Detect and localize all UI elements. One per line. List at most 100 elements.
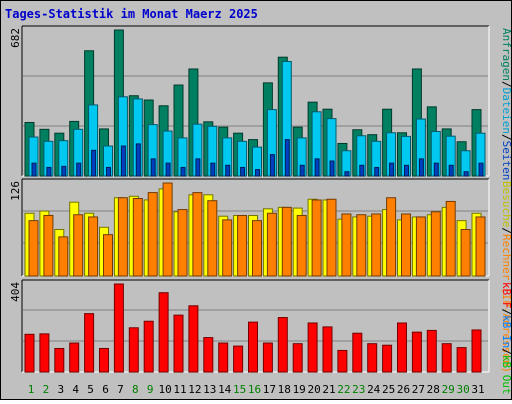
bar-pages-day-28 — [433, 162, 439, 177]
legend-mid: Besuche /Rechner (IP-Adressen) — [500, 181, 512, 373]
bar-sites-day-16 — [252, 220, 262, 277]
bar-kbf-day-16 — [248, 321, 258, 373]
bar-kbf-day-28 — [426, 329, 437, 373]
legend-top-part-4: Seiten — [500, 141, 512, 181]
legend-top: Anfragen/Dateien/Seiten — [500, 28, 512, 180]
bar-pages-day-18 — [284, 139, 290, 177]
bar-kbf-day-2 — [39, 333, 50, 373]
bar-sites-day-5 — [88, 216, 99, 277]
bar-sites-day-3 — [58, 236, 69, 277]
day-label-7: 7 — [117, 383, 124, 396]
bar-kbf-day-15 — [233, 345, 244, 373]
bar-pages-day-16 — [255, 169, 260, 177]
bar-sites-day-13 — [207, 200, 218, 277]
bar-pages-day-21 — [329, 160, 335, 177]
bar-kbf-day-13 — [203, 337, 214, 373]
bar-pages-day-6 — [106, 166, 111, 177]
day-label-2: 2 — [43, 383, 50, 396]
legend-top-part-1: / — [500, 81, 512, 88]
bar-pages-day-20 — [314, 158, 320, 177]
bar-sites-day-17 — [266, 212, 277, 277]
bar-pages-day-5 — [91, 149, 97, 177]
legend-top-part-3: / — [500, 134, 512, 141]
bar-pages-day-13 — [210, 162, 216, 177]
bar-sites-day-2 — [43, 214, 54, 277]
legend-bot-part-4: kB Out — [500, 355, 512, 395]
chart-title: Tages-Statistik im Monat Maerz 2025 — [5, 7, 258, 21]
bar-sites-day-14 — [222, 219, 233, 277]
day-label-3: 3 — [57, 383, 64, 396]
bar-kbf-day-21 — [322, 326, 333, 373]
bar-pages-day-8 — [135, 143, 141, 177]
bar-kbf-day-7 — [113, 283, 124, 373]
bar-kbf-day-14 — [218, 342, 229, 373]
day-label-6: 6 — [102, 383, 109, 396]
bar-sites-day-4 — [73, 214, 84, 277]
day-label-20: 20 — [307, 383, 320, 396]
bar-kbf-day-11 — [173, 314, 184, 373]
bar-sites-day-1 — [28, 220, 39, 277]
legend-bot: kB F/kB In/kB Out — [500, 282, 512, 395]
bar-kbf-day-5 — [84, 313, 95, 373]
day-label-26: 26 — [397, 383, 410, 396]
bar-kbf-day-10 — [158, 292, 169, 373]
legend-bot-part-1: / — [500, 309, 512, 316]
bar-kbf-day-19 — [292, 343, 303, 373]
day-label-22: 22 — [337, 383, 350, 396]
bar-sites-day-31 — [475, 216, 486, 277]
bar-kbf-day-23 — [352, 332, 363, 373]
bar-kbf-day-25 — [382, 344, 393, 373]
ymax-label-middle: 126 — [9, 181, 22, 201]
bar-sites-day-12 — [192, 192, 203, 277]
day-label-30: 30 — [456, 383, 469, 396]
bar-sites-day-25 — [386, 197, 397, 277]
day-label-12: 12 — [188, 383, 201, 396]
bar-pages-day-19 — [299, 164, 305, 177]
bar-sites-day-20 — [311, 199, 322, 277]
bar-pages-day-27 — [418, 158, 424, 177]
bar-kbf-day-22 — [337, 349, 348, 373]
bar-pages-day-12 — [195, 158, 201, 177]
bar-kbf-day-4 — [69, 342, 80, 373]
bar-pages-day-26 — [404, 164, 409, 177]
day-label-16: 16 — [248, 383, 261, 396]
bar-pages-day-22 — [344, 171, 350, 177]
bar-pages-day-25 — [389, 162, 395, 177]
bar-pages-day-24 — [374, 166, 380, 177]
legend-top-part-0: Anfragen — [500, 28, 512, 81]
bar-pages-day-29 — [448, 164, 454, 177]
bar-kbf-day-27 — [411, 331, 422, 373]
ymax-label-bottom: 404 — [9, 282, 22, 302]
day-label-13: 13 — [203, 383, 216, 396]
bar-sites-day-8 — [132, 198, 143, 277]
day-label-21: 21 — [322, 383, 335, 396]
day-label-15: 15 — [233, 383, 246, 396]
panel-top: 682 — [9, 25, 490, 177]
legend-mid-part-0: Besuche — [500, 181, 512, 227]
bar-kbf-day-30 — [456, 347, 467, 373]
bar-sites-day-29 — [445, 200, 456, 277]
day-label-29: 29 — [442, 383, 455, 396]
bar-sites-day-15 — [237, 214, 248, 277]
chart-panels: 682 126 404 — [9, 25, 490, 373]
day-label-4: 4 — [72, 383, 79, 396]
bar-kbf-day-17 — [262, 342, 273, 373]
bar-sites-day-18 — [281, 206, 292, 277]
day-label-8: 8 — [132, 383, 139, 396]
bar-kbf-day-3 — [54, 347, 65, 373]
day-label-9: 9 — [147, 383, 154, 396]
bar-kbf-day-18 — [277, 317, 288, 373]
day-label-10: 10 — [158, 383, 171, 396]
bar-pages-day-17 — [269, 154, 275, 177]
bar-pages-day-30 — [463, 171, 469, 177]
legend-mid-part-2: Rechner (IP-Adressen) — [500, 234, 512, 373]
bar-pages-day-1 — [31, 162, 37, 177]
bar-sites-day-22 — [341, 213, 352, 277]
legend-top-part-2: Dateien — [500, 88, 512, 134]
bar-sites-day-23 — [356, 214, 367, 277]
day-label-11: 11 — [173, 383, 186, 396]
bar-pages-day-11 — [180, 166, 186, 177]
day-label-5: 5 — [87, 383, 94, 396]
